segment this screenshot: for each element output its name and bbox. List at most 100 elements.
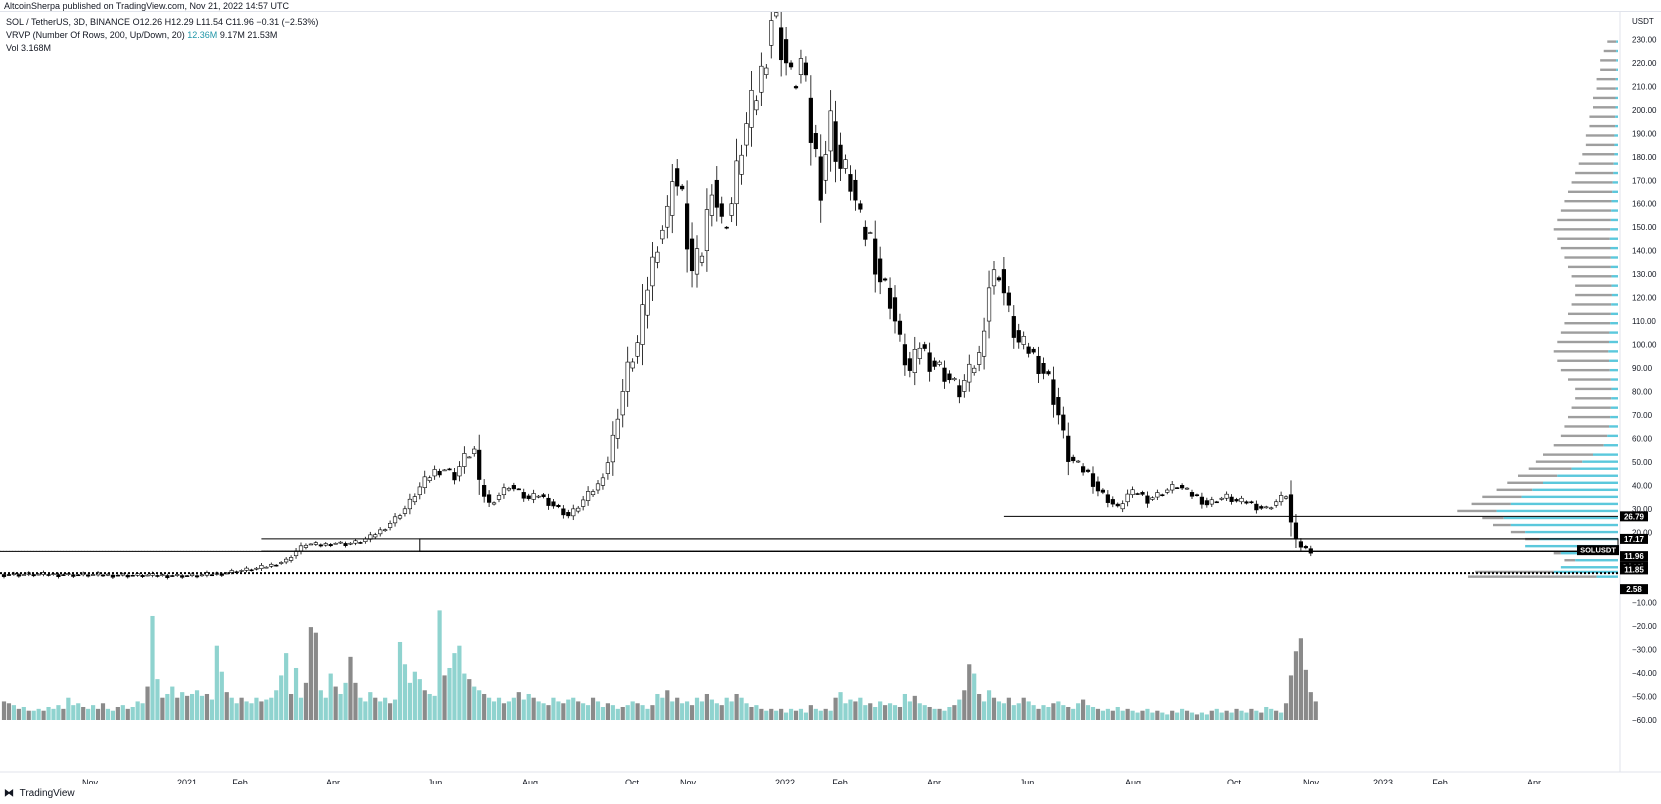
volume-profile-up-bar [1525,544,1618,548]
y-tick-label: −60.00 [1632,716,1657,725]
candle-down [6,574,12,576]
volume-bar-down [793,710,799,720]
volume-bar-down [937,708,942,720]
volume-bar-up [610,705,615,720]
volume-bar-down [516,692,521,720]
volume-bar-up [655,693,660,720]
volume-bar-down [779,708,784,720]
candle-down [61,574,66,576]
price-label-badge [1620,533,1648,544]
volume-bar-up [318,690,323,720]
volume-bar-up [462,673,467,720]
volume-profile-down-bar [1553,350,1609,353]
volume-bar-down [1234,708,1239,720]
volume-bar-up [818,710,823,720]
candle-up [462,453,467,467]
volume-bar-up [724,697,729,720]
volume-bar-down [868,703,873,720]
volume-bar-up [1239,710,1244,720]
volume-bar-down [561,703,566,720]
candle-down [808,97,813,143]
candle-up [36,573,41,576]
volume-bar-down [388,703,393,720]
volume-bar-down [1298,638,1303,720]
volume-bar-down [590,697,596,720]
volume-profile-down-bar [1557,340,1610,344]
volume-bar-up [1120,710,1125,720]
candle-down [86,574,91,577]
candle-down [477,449,482,480]
candle-down [719,203,724,217]
volume-bar-up [392,699,398,720]
volume-profile-up-bar [1614,153,1618,156]
legend-symbol-row[interactable]: SOL / TetherUS, 3D, BINANCE O12.26 H12.2… [6,16,318,29]
volume-bar-up [1115,706,1120,720]
candle-down [818,156,823,201]
volume-profile-up-bar [1596,575,1618,578]
volume-bar-up [828,710,833,720]
y-tick-label: 40.00 [1632,481,1653,490]
volume-profile-up-bar [1611,293,1618,297]
volume-bar-up [838,692,843,720]
candle-down [1095,481,1101,492]
candle-down [185,575,190,577]
price-chart[interactable]: USDT 230.00 220.00 210.00 200.00 190.00 180.00… [0,12,1661,784]
volume-bar-up [1031,705,1036,720]
candle-up [991,269,997,287]
volume-bar-up [1046,706,1051,720]
candle-up [665,205,670,228]
volume-profile-down-bar [1557,237,1610,240]
volume-profile-up-bar [1615,124,1618,128]
y-tick-label: 100.00 [1632,341,1657,350]
volume-bar-down [620,706,625,720]
volume-bar-up [343,682,348,720]
volume-bar-up [511,697,516,720]
y-tick-label: 140.00 [1632,247,1657,256]
volume-bar-up [135,701,140,720]
volume-bar-up [457,645,462,720]
y-tick-label: 130.00 [1632,270,1657,279]
volume-bar-up [86,708,91,720]
volume-bar-down [1081,699,1086,720]
candle-down [482,485,487,497]
symbol-name-badge [1577,545,1619,556]
volume-bar-up [402,664,408,720]
candle-up [1209,499,1214,505]
y-tick-label: 90.00 [1632,364,1653,373]
candle-down [675,168,680,187]
volume-bar-down [333,686,338,720]
candle-up [190,573,195,576]
candle-down [551,501,556,507]
candle-up [977,352,982,365]
level-zone-rect [419,538,1619,552]
candle-up [1283,496,1289,499]
candle-down [328,544,333,547]
candle-down [1214,501,1219,504]
volume-bar-up [640,705,645,720]
volume-bar-up [699,701,705,720]
candle-up [21,574,26,576]
legend-vrvp-row[interactable]: VRVP (Number Of Rows, 200, Up/Down, 20) … [6,29,318,42]
volume-profile-up-bar [1609,368,1618,372]
candle-down [714,179,719,208]
candle-down [1066,435,1071,462]
candle-down [516,488,521,491]
candle-down [892,297,898,322]
candle-down [838,144,843,169]
volume-bar-up [71,705,76,720]
volume-bar-up [244,701,249,720]
legend-symbol: SOL / TetherUS, 3D, BINANCE [6,17,131,27]
volume-bar-up [76,703,81,720]
candle-down [947,373,952,381]
candle-up [338,541,343,544]
candle-down [1046,371,1051,375]
candle-down [1056,397,1061,416]
candle-down [541,494,546,498]
volume-profile-up-bar [1510,502,1618,506]
x-tick-label: Feb [1432,778,1448,784]
volume-bar-up [744,703,749,720]
legend-vol-row[interactable]: Vol 3.168M [6,42,318,55]
volume-profile-up-bar [1610,256,1618,259]
candle-down [1244,501,1249,504]
volume-bar-down [1021,697,1026,720]
